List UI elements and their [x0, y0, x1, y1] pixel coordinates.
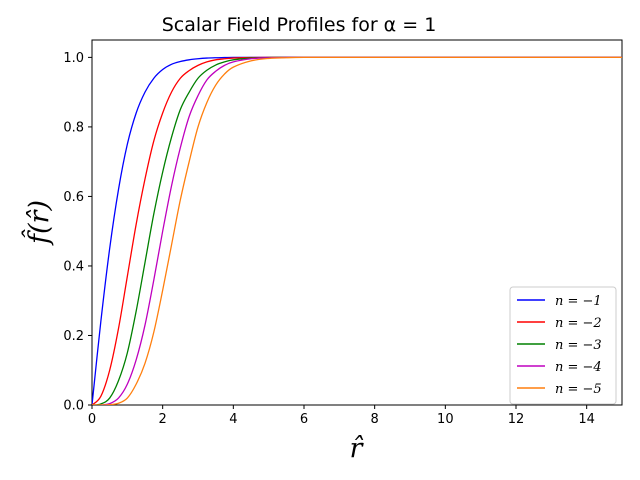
legend: n = −1 n = −2 n = −3 n = −4 n = −5: [509, 286, 617, 405]
series-line-5: [92, 56, 622, 405]
y-axis-label: f̂(r̂): [21, 200, 55, 246]
y-tick-label: 0.6: [63, 190, 84, 205]
ticks-layer: 0 2 4 6 8 10 12 14 0.0 0.2 0.4 0.6 0.8 1.0: [63, 51, 595, 427]
legend-entry-label: n = −2: [555, 316, 602, 331]
plot-area: [91, 39, 623, 406]
x-tick-label: 0: [88, 412, 96, 427]
legend-entry-label: n = −4: [555, 360, 602, 375]
legend-entry-label: n = −3: [555, 338, 602, 353]
x-tick-label: 2: [159, 412, 167, 427]
x-tick-label: 4: [229, 412, 237, 427]
x-tick-label: 10: [437, 412, 454, 427]
x-tick-label: 12: [508, 412, 525, 427]
x-tick-label: 14: [578, 412, 595, 427]
y-tick-label: 0.8: [63, 120, 84, 135]
legend-entry-label: n = −5: [555, 382, 602, 397]
series-layer: [92, 56, 622, 405]
x-tick-label: 6: [300, 412, 308, 427]
legend-entry-label: n = −1: [555, 294, 602, 309]
plot-frame: [91, 39, 623, 406]
y-tick-label: 0.4: [63, 259, 84, 274]
y-tick-label: 1.0: [63, 51, 84, 66]
legend-box: [509, 286, 617, 405]
x-axis-label: r̂: [350, 433, 365, 464]
y-tick-label: 0.0: [63, 399, 84, 414]
chart-title: Scalar Field Profiles for α = 1: [162, 14, 437, 36]
y-tick-label: 0.2: [63, 329, 84, 344]
x-tick-label: 8: [371, 412, 379, 427]
